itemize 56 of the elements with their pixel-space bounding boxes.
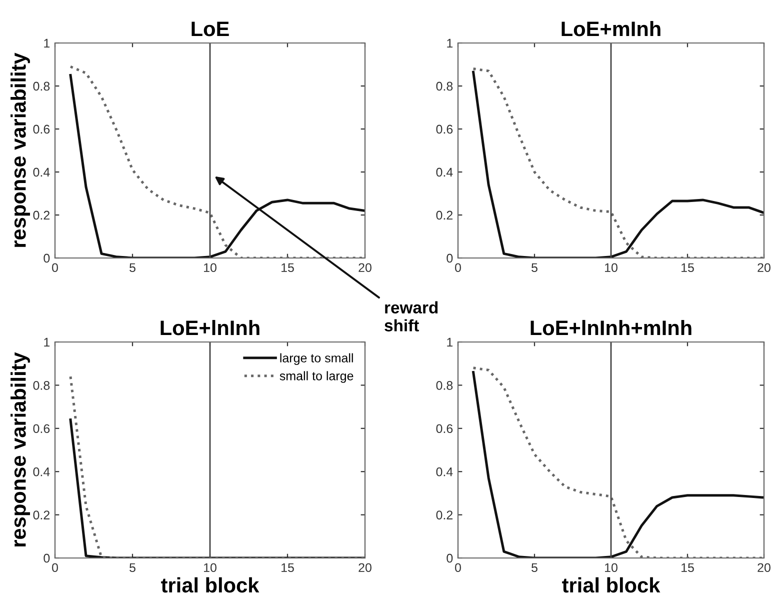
y-tick-label: 1 bbox=[44, 38, 50, 48]
y-tick-label: 0.2 bbox=[33, 510, 50, 520]
y-tick-label: 1 bbox=[447, 338, 453, 347]
legend-label: small to large bbox=[280, 371, 354, 383]
y-tick-label: 0 bbox=[446, 554, 453, 563]
y-tick-label: 0 bbox=[44, 554, 50, 563]
line-series bbox=[69, 418, 365, 558]
x-tick-label: 20 bbox=[758, 263, 770, 272]
y-tick-label: 1 bbox=[447, 38, 453, 48]
x-tick-label: 0 bbox=[52, 263, 58, 272]
x-tick-label: 10 bbox=[605, 563, 618, 572]
y-tick-label: 0.6 bbox=[436, 424, 453, 434]
x-tick-label: 10 bbox=[605, 263, 618, 272]
x-tick-label: 5 bbox=[130, 563, 136, 572]
y-tick-label: 0 bbox=[446, 254, 453, 263]
x-tick-label: 10 bbox=[204, 263, 216, 272]
x-tick-label: 5 bbox=[532, 563, 538, 572]
x-tick-label: 15 bbox=[282, 263, 294, 272]
y-tick-label: 0.6 bbox=[436, 124, 453, 134]
x-tick-label: 0 bbox=[455, 563, 461, 572]
y-tick-label: 1 bbox=[44, 338, 50, 347]
y-axis-title: response variability bbox=[10, 352, 30, 546]
x-tick-label: 20 bbox=[358, 263, 372, 272]
x-tick-label: 15 bbox=[282, 563, 294, 572]
x-tick-label: 0 bbox=[455, 263, 461, 272]
x-axis-title: trial block bbox=[562, 577, 660, 593]
x-tick-label: 5 bbox=[130, 263, 136, 272]
y-axis-title: response variability bbox=[10, 52, 30, 247]
chart-title: LoE+lnInh+mInh bbox=[530, 320, 692, 336]
y-tick-label: 0.2 bbox=[33, 210, 50, 220]
x-axis-title: trial block bbox=[161, 577, 260, 593]
y-tick-label: 0.4 bbox=[436, 168, 453, 177]
y-tick-label: 0 bbox=[44, 254, 50, 263]
chart-title: LoE+mInh bbox=[562, 20, 660, 36]
x-tick-label: 0 bbox=[52, 563, 58, 572]
y-tick-label: 0.8 bbox=[436, 82, 453, 91]
y-tick-label: 0.8 bbox=[33, 381, 50, 390]
x-tick-label: 15 bbox=[682, 563, 694, 572]
chart-title: LoE bbox=[192, 22, 229, 36]
y-tick-label: 0.6 bbox=[33, 424, 50, 434]
x-tick-label: 20 bbox=[758, 563, 770, 572]
y-tick-label: 0.4 bbox=[33, 467, 50, 476]
y-tick-label: 0.8 bbox=[436, 381, 453, 390]
y-tick-label: 0.2 bbox=[436, 210, 453, 220]
y-tick-label: 0.2 bbox=[436, 510, 453, 520]
x-tick-label: 20 bbox=[358, 563, 372, 572]
x-tick-label: 15 bbox=[682, 263, 694, 272]
y-tick-label: 0.6 bbox=[33, 124, 50, 134]
chart-title: LoE+lnInh bbox=[160, 320, 260, 336]
y-tick-label: 0.8 bbox=[33, 82, 50, 91]
x-tick-label: 10 bbox=[204, 563, 216, 572]
x-tick-label: 5 bbox=[532, 263, 538, 272]
legend-label: large to small bbox=[280, 353, 353, 365]
annotation: reward shift bbox=[384, 301, 438, 332]
y-tick-label: 0.4 bbox=[436, 467, 453, 476]
y-tick-label: 0.4 bbox=[33, 168, 50, 177]
